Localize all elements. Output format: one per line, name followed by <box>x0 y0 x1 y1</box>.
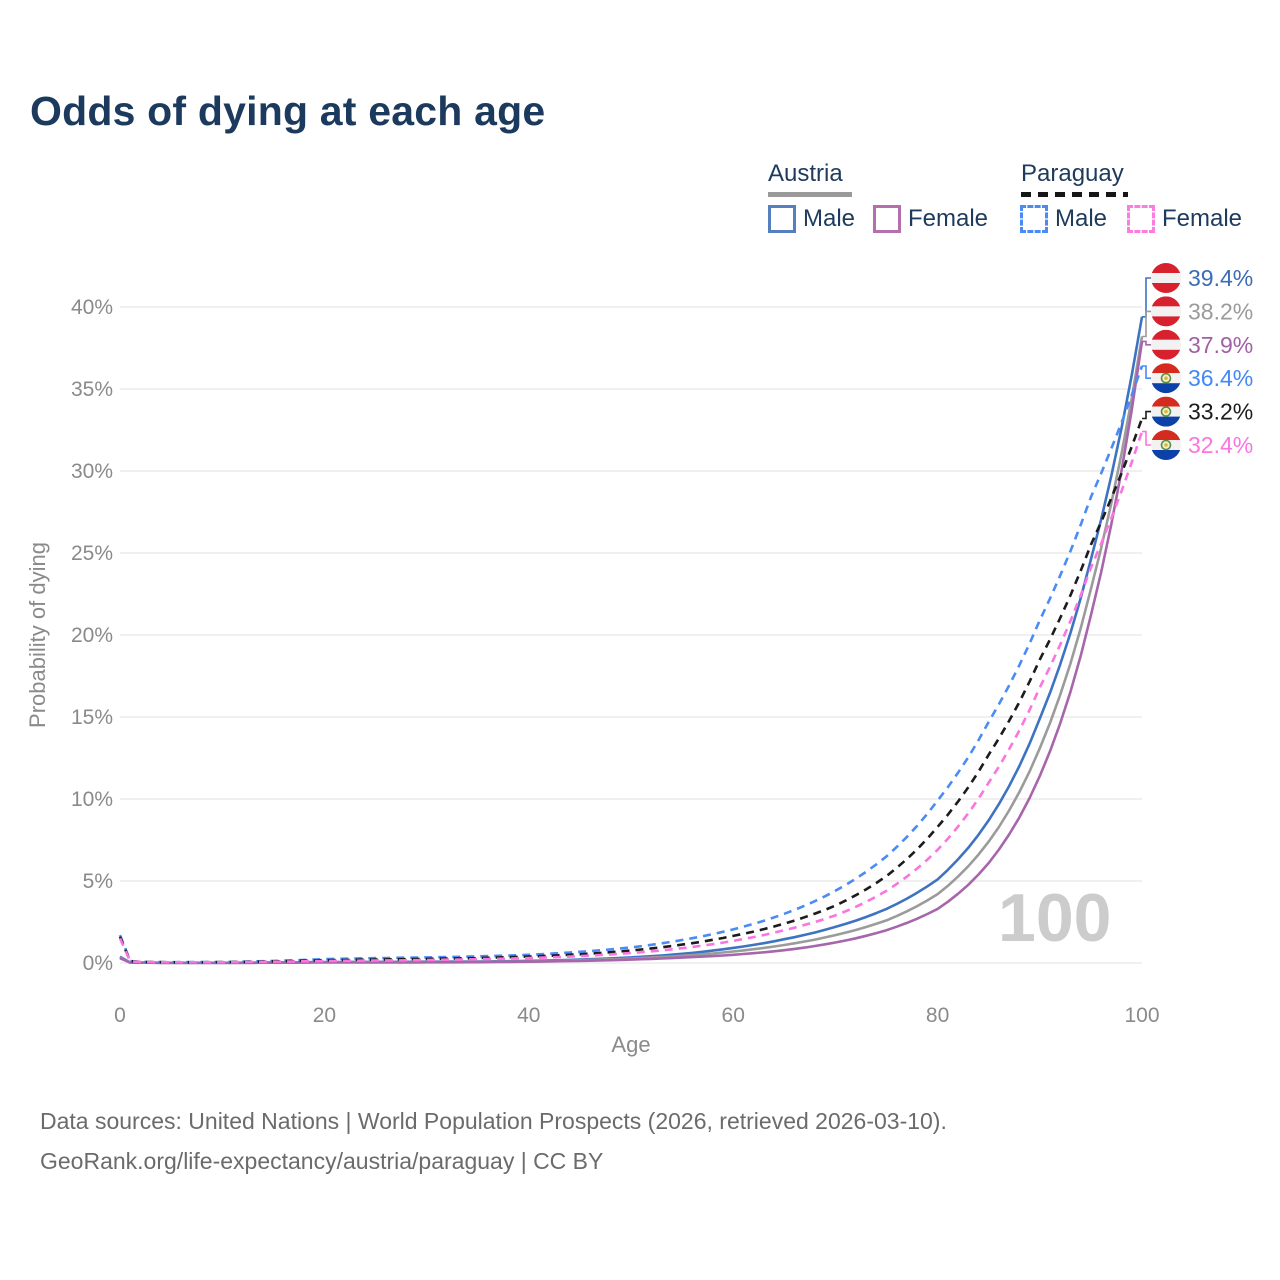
legend-item-paraguay-male[interactable]: Male <box>1020 205 1107 233</box>
legend-item-austria-male[interactable]: Male <box>768 205 855 233</box>
end-value-label-paraguay-all: 33.2% <box>1188 399 1253 425</box>
legend-group-austria-label: Austria <box>768 160 843 187</box>
y-axis-title: Probability of dying <box>25 542 50 728</box>
footer-data-sources: Data sources: United Nations | World Pop… <box>40 1108 947 1134</box>
paraguay-flag-icon <box>1151 430 1181 460</box>
y-tick-20: 20% <box>71 624 113 647</box>
paraguay-female-swatch-icon <box>1127 205 1155 233</box>
series-line-paraguay-male[interactable] <box>118 365 1144 964</box>
end-value-label-austria-female: 37.9% <box>1188 332 1253 358</box>
y-tick-10: 10% <box>71 788 113 811</box>
y-tick-30: 30% <box>71 460 113 483</box>
legend-group-paraguay-label: Paraguay <box>1021 160 1124 187</box>
x-tick-60: 60 <box>722 1004 745 1027</box>
series-line-austria-female[interactable] <box>119 341 1144 965</box>
age-watermark: 100 <box>998 880 1111 956</box>
legend-item-label: Female <box>908 205 989 232</box>
paraguay-male-swatch-icon <box>1020 205 1048 233</box>
legend-item-label: Male <box>803 205 856 232</box>
legend-item-austria-female[interactable]: Female <box>873 205 988 233</box>
y-tick-5: 5% <box>83 870 113 893</box>
end-label-connector-austria-male <box>1142 277 1151 318</box>
end-label-connector-austria-female <box>1142 340 1151 346</box>
page-title: Odds of dying at each age <box>30 88 546 134</box>
end-value-label-austria-male: 39.4% <box>1188 265 1253 291</box>
paraguay-flag-icon <box>1151 396 1181 427</box>
austria-flag-icon <box>1151 329 1181 360</box>
x-tick-0: 0 <box>114 1004 126 1027</box>
series-line-austria-all[interactable] <box>119 336 1144 965</box>
y-tick-0: 0% <box>83 952 113 975</box>
x-tick-20: 20 <box>313 1004 336 1027</box>
x-tick-80: 80 <box>926 1004 949 1027</box>
legend-item-label: Female <box>1162 205 1243 232</box>
x-tick-100: 100 <box>1124 1004 1159 1027</box>
austria-female-swatch-icon <box>873 205 901 233</box>
y-tick-15: 15% <box>71 706 113 729</box>
paraguay-flag-icon <box>1151 363 1181 394</box>
series-line-paraguay-female[interactable] <box>118 431 1144 964</box>
y-tick-40: 40% <box>71 296 113 319</box>
end-label-connector-paraguay-all <box>1142 410 1151 420</box>
legend-austria-underline <box>768 192 852 197</box>
austria-flag-icon <box>1151 263 1181 293</box>
austria-male-swatch-icon <box>768 205 796 233</box>
end-label-connector-paraguay-female <box>1142 430 1151 446</box>
y-tick-35: 35% <box>71 378 113 401</box>
legend-paraguay-underline <box>1021 192 1128 197</box>
legend-item-paraguay-female[interactable]: Female <box>1127 205 1242 233</box>
x-axis-title: Age <box>611 1032 650 1057</box>
series-line-austria-male[interactable] <box>119 316 1144 965</box>
footer-attribution: GeoRank.org/life-expectancy/austria/para… <box>40 1148 604 1174</box>
end-value-label-austria-all: 38.2% <box>1188 298 1253 324</box>
x-tick-40: 40 <box>517 1004 540 1027</box>
y-tick-25: 25% <box>71 542 113 565</box>
legend-item-label: Male <box>1055 205 1108 232</box>
end-value-label-paraguay-female: 32.4% <box>1188 432 1253 458</box>
end-value-label-paraguay-male: 36.4% <box>1188 365 1253 391</box>
end-label-connector-austria-all <box>1142 310 1151 338</box>
end-label-connector-paraguay-male <box>1142 365 1151 379</box>
austria-flag-icon <box>1151 296 1181 327</box>
